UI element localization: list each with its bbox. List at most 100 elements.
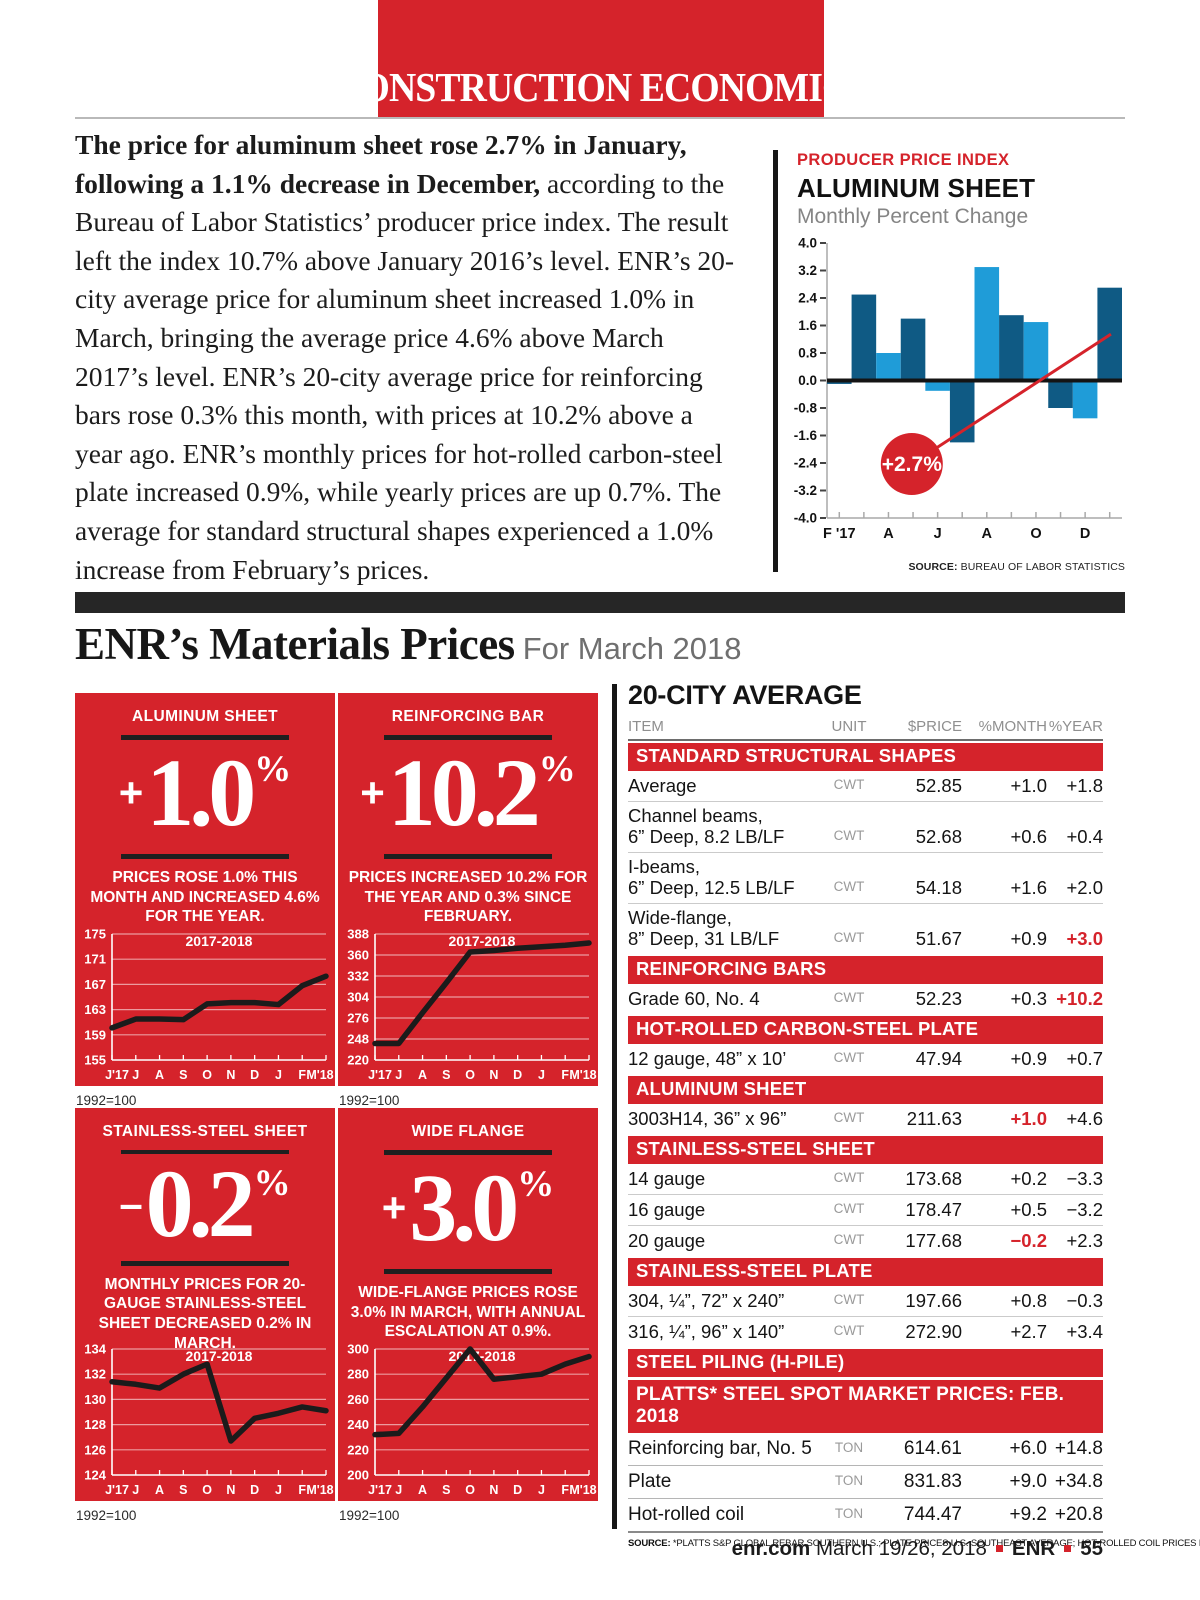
- row-pct-month: +0.2: [1010, 1168, 1047, 1189]
- svg-text:M'18: M'18: [569, 1068, 596, 1082]
- table-row: 20 gauge CWT 177.68 −0.2 +2.3: [628, 1226, 1103, 1256]
- card-divider-bar: [384, 1150, 552, 1155]
- svg-text:A: A: [982, 526, 993, 542]
- svg-text:175: 175: [84, 926, 106, 941]
- platts-header: PLATTS* STEEL SPOT MARKET PRICES: FEB. 2…: [628, 1380, 1103, 1433]
- svg-text:-2.4: -2.4: [794, 456, 818, 471]
- row-unit: CWT: [833, 879, 865, 894]
- table-row: 14 gauge CWT 173.68 +0.2 −3.3: [628, 1164, 1103, 1195]
- svg-text:128: 128: [84, 1417, 106, 1432]
- row-price: 178.47: [905, 1199, 962, 1220]
- card-title: STAINLESS-STEEL SHEET: [102, 1123, 308, 1140]
- row-item-line: Grade 60, No. 4: [628, 988, 760, 1009]
- svg-text:J: J: [395, 1483, 402, 1497]
- svg-text:126: 126: [84, 1442, 106, 1457]
- svg-text:J: J: [132, 1068, 139, 1082]
- svg-text:0.0: 0.0: [798, 373, 817, 388]
- row-price: 52.68: [915, 826, 962, 847]
- svg-text:A: A: [883, 526, 894, 542]
- table-row: 16 gauge CWT 178.47 +0.5 −3.2: [628, 1195, 1103, 1226]
- svg-text:J: J: [934, 526, 942, 542]
- row-pct-year: +0.4: [1066, 826, 1103, 847]
- svg-text:155: 155: [84, 1052, 106, 1067]
- row-item: Average: [628, 775, 820, 796]
- card-sign: –: [119, 1180, 143, 1228]
- table-row: Wide-flange, 8” Deep, 31 LB/LF CWT 51.67 +0.…: [628, 904, 1103, 954]
- svg-text:159: 159: [84, 1027, 106, 1042]
- section-banner-label: CONSTRUCTION ECONOMICS: [333, 64, 869, 110]
- table-row: 316, ¼”, 96” x 140” CWT 272.90 +2.7 +3.4: [628, 1317, 1103, 1347]
- row-pct-year: −3.2: [1066, 1199, 1103, 1220]
- row-pct-year: +3.4: [1066, 1321, 1103, 1342]
- svg-text:3.2: 3.2: [798, 263, 817, 278]
- svg-text:F: F: [298, 1483, 306, 1497]
- svg-text:F '17: F '17: [823, 526, 855, 542]
- materials-subtitle: For March 2018: [522, 631, 742, 666]
- row-item: Reinforcing bar, No. 5: [628, 1438, 820, 1459]
- svg-text:J: J: [538, 1483, 545, 1497]
- card-divider-bar: [384, 1269, 552, 1274]
- table-section: HOT-ROLLED CARBON-STEEL PLATE 12 gauge, 4…: [628, 1016, 1103, 1074]
- row-item-line: 304, ¼”, 72” x 240”: [628, 1290, 785, 1311]
- row-unit: CWT: [833, 1201, 865, 1216]
- footer-site: enr.com: [731, 1537, 811, 1560]
- row-price: 51.67: [915, 928, 962, 949]
- table-row: Channel beams, 6” Deep, 8.2 LB/LF CWT 52.68…: [628, 802, 1103, 853]
- card-sign: +: [360, 769, 385, 817]
- svg-text:S: S: [179, 1483, 187, 1497]
- card-sign: +: [381, 1184, 407, 1232]
- table-body: STANDARD STRUCTURAL SHAPES Average CWT 52.8…: [628, 743, 1103, 1408]
- top-rule: [75, 117, 1125, 119]
- footer-brand: ENR: [1011, 1537, 1056, 1560]
- table-row: 3003H14, 36” x 96” CWT 211.63 +1.0 +4.6: [628, 1104, 1103, 1134]
- svg-text:M'18: M'18: [306, 1068, 333, 1082]
- row-item: Plate: [628, 1471, 820, 1492]
- svg-text:J'17: J'17: [105, 1068, 129, 1082]
- row-pct-month: +0.8: [1010, 1290, 1047, 1311]
- row-pct-month: +1.6: [1010, 877, 1047, 898]
- row-unit: TON: [834, 1440, 864, 1455]
- ppi-title: ALUMINUM SHEET: [797, 173, 1036, 203]
- row-unit: CWT: [833, 1323, 865, 1338]
- col-year: %YEAR: [1048, 718, 1103, 735]
- row-item-line: 8” Deep, 31 LB/LF: [628, 928, 780, 949]
- table-row: Plate TON 831.83 +9.0 +34.8: [628, 1466, 1103, 1499]
- row-item-line: 6” Deep, 12.5 LB/LF: [628, 877, 795, 898]
- source-text: BUREAU OF LABOR STATISTICS: [960, 561, 1125, 573]
- svg-text:O: O: [202, 1068, 212, 1082]
- source-label: SOURCE:: [628, 1538, 671, 1549]
- card-description: PRICES ROSE 1.0% THIS MONTH AND INCREASE…: [90, 868, 320, 926]
- row-price: 47.94: [915, 1048, 962, 1069]
- svg-text:N: N: [489, 1483, 498, 1497]
- col-unit: UNIT: [831, 718, 867, 735]
- row-item: 304, ¼”, 72” x 240”: [628, 1290, 820, 1311]
- table-column-rule: [612, 684, 617, 1529]
- svg-text:124: 124: [84, 1468, 106, 1483]
- table-row: Average CWT 52.85 +1.0 +1.8: [628, 771, 1103, 802]
- article-text: The price for aluminum sheet rose 2.7% i…: [75, 126, 743, 589]
- row-item-line: 3003H14, 36” x 96”: [628, 1108, 787, 1129]
- card-big-number: + 10.2 %: [360, 742, 576, 846]
- svg-text:280: 280: [347, 1367, 369, 1382]
- row-pct-month: +2.7: [1010, 1321, 1047, 1342]
- svg-text:+2.7%: +2.7%: [882, 453, 942, 476]
- materials-card: REINFORCING BAR + 10.2 % PRICES INCREASE…: [338, 693, 598, 1108]
- table-section: STAINLESS-STEEL SHEET 14 gauge CWT 173.68 +0…: [628, 1136, 1103, 1256]
- card-title: REINFORCING BAR: [391, 708, 545, 725]
- svg-text:4.0: 4.0: [798, 236, 817, 251]
- section-divider-bar: [75, 592, 1125, 613]
- table-title: 20-CITY AVERAGE: [628, 680, 862, 710]
- row-unit: CWT: [833, 1292, 865, 1307]
- table-section: STANDARD STRUCTURAL SHAPES Average CWT 52.8…: [628, 743, 1103, 954]
- card-value: 1.0: [146, 739, 256, 847]
- row-item-line: Wide-flange,: [628, 907, 732, 928]
- article-lead: The price for aluminum sheet rose 2.7% i…: [75, 129, 687, 199]
- row-pct-month: +1.0: [1010, 1108, 1047, 1129]
- materials-card: STAINLESS-STEEL SHEET – 0.2 % MONTHLY PR…: [75, 1108, 335, 1523]
- svg-text:248: 248: [347, 1031, 369, 1046]
- row-pct-month: +0.6: [1010, 826, 1047, 847]
- svg-text:O: O: [465, 1068, 475, 1082]
- row-pct-year: +34.8: [1054, 1471, 1103, 1492]
- svg-text:N: N: [226, 1483, 235, 1497]
